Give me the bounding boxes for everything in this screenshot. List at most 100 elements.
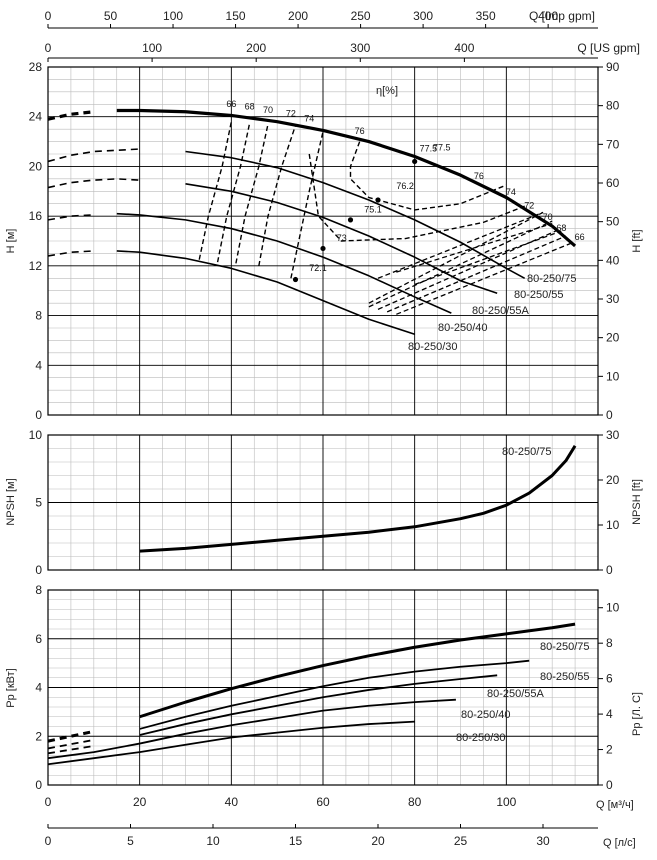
- imp-tick-label: 50: [104, 9, 118, 23]
- y-tick-label: 5: [35, 496, 42, 510]
- ls-tick-label: 20: [371, 834, 385, 848]
- pp-axis-label: Pp [кВт]: [5, 668, 17, 707]
- efficiency-label: 70: [263, 105, 273, 115]
- power-curve-dashed: [47, 729, 95, 743]
- power-curve: [47, 698, 456, 760]
- head-curve-label: 80-250/75: [527, 273, 577, 285]
- y-right-tick-label: 30: [606, 428, 620, 442]
- us-tick-label: 200: [246, 41, 266, 55]
- y-right-tick-label: 20: [606, 331, 620, 345]
- ls-tick-label: 5: [127, 834, 134, 848]
- power-curve-label: 80-250/75: [540, 641, 590, 653]
- y-right-tick-label: 20: [606, 473, 620, 487]
- head-curve-dashed: [47, 110, 95, 121]
- head-curve: [116, 108, 577, 248]
- y-right-tick-label: 0: [606, 408, 613, 422]
- y-tick-label: 28: [29, 60, 43, 74]
- npsh-axis-label: NPSH [м]: [5, 478, 17, 525]
- us-tick-label: 100: [142, 41, 162, 55]
- top-axis-imp-gpm: Q [Imp gpm] 0 50 100 150 200 250 300 350 400: [45, 9, 598, 29]
- x-tick-label: 60: [316, 795, 330, 809]
- y-right-tick-label: 10: [606, 601, 620, 615]
- efficiency-isoline: [308, 153, 525, 242]
- y-tick-label: 4: [35, 681, 42, 695]
- ls-tick-label: 10: [206, 834, 220, 848]
- y-tick-label: 2: [35, 729, 42, 743]
- y-tick-label: 20: [29, 159, 43, 173]
- efficiency-label: 74: [304, 114, 314, 124]
- power-curve: [139, 659, 530, 730]
- power-curve-label: 80-250/40: [461, 709, 511, 721]
- y-right-tick-label: 90: [606, 60, 620, 74]
- operating-point: [347, 217, 354, 223]
- x-tick-label: 100: [496, 795, 516, 809]
- y-tick-label: 0: [35, 778, 42, 792]
- operating-point-label: 73: [337, 233, 347, 243]
- x-tick-label: 0: [45, 795, 52, 809]
- npsh-ft-axis-label: NPSH [ft]: [631, 479, 643, 525]
- y-right-tick-label: 60: [606, 176, 620, 190]
- efficiency-isoline: [414, 230, 562, 286]
- y-right-tick-label: 30: [606, 292, 620, 306]
- bottom-axis-ls: 0 5 10 15 20 25 30: [45, 824, 598, 848]
- efficiency-label: 68: [245, 101, 255, 111]
- q-m3h-label: Q [м³/ч]: [596, 799, 634, 811]
- pr-axis-label: Pр [Л. С]: [631, 692, 643, 736]
- efficiency-isoline: [386, 235, 567, 313]
- efficiency-label: 72: [524, 201, 534, 211]
- ls-tick-label: 0: [45, 834, 52, 848]
- y-tick-label: 24: [29, 110, 43, 124]
- y-right-tick-label: 70: [606, 137, 620, 151]
- imp-tick-label: 300: [413, 9, 433, 23]
- efficiency-label: 77.5: [420, 144, 438, 154]
- npsh-curve-label: 80-250/75: [502, 446, 552, 458]
- efficiency-label: 72: [286, 109, 296, 119]
- efficiency-isoline: [377, 227, 562, 310]
- h-ft-axis-label: H [ft]: [631, 229, 643, 252]
- y-right-tick-label: 8: [606, 636, 613, 650]
- efficiency-isoline: [396, 222, 553, 273]
- efficiency-isoline: [368, 211, 544, 304]
- efficiency-label: 68: [556, 223, 566, 233]
- plot-frame: [47, 434, 599, 571]
- efficiency-isoline: [368, 220, 553, 308]
- us-tick-label: 300: [350, 41, 370, 55]
- power-curve-label: 80-250/30: [456, 732, 506, 744]
- y-right-tick-label: 2: [606, 743, 613, 757]
- efficiency-label: 76: [355, 126, 365, 136]
- y-right-tick-label: 10: [606, 369, 620, 383]
- efficiency-label: 66: [575, 232, 585, 242]
- power-curve: [139, 622, 576, 719]
- y-tick-label: 6: [35, 632, 42, 646]
- efficiency-isoline: [258, 125, 297, 266]
- efficiency-isoline: [216, 122, 251, 263]
- y-right-tick-label: 10: [606, 518, 620, 532]
- operating-point: [292, 276, 299, 283]
- y-right-tick-label: 0: [606, 563, 613, 577]
- efficiency-label: 66: [226, 99, 236, 109]
- operating-point: [412, 158, 418, 165]
- y-tick-label: 10: [29, 428, 43, 442]
- head-curve-dashed: [47, 178, 140, 189]
- npsh-panel: 0 5 10 0 10 20 30: [29, 428, 620, 577]
- us-tick-label: 0: [45, 41, 52, 55]
- top-axis-imp-label: Q [Imp gpm]: [529, 9, 595, 23]
- efficiency-isoline: [290, 131, 324, 279]
- eta-label: η[%]: [376, 85, 398, 97]
- imp-tick-label: 0: [45, 9, 52, 23]
- y-right-tick-label: 4: [606, 707, 613, 721]
- imp-tick-label: 400: [538, 9, 558, 23]
- y-tick-label: 12: [29, 259, 43, 273]
- y-tick-label: 0: [35, 563, 42, 577]
- operating-point-label: 72.1: [309, 263, 327, 273]
- y-right-tick-label: 50: [606, 215, 620, 229]
- y-tick-label: 4: [35, 358, 42, 372]
- y-right-tick-label: 6: [606, 672, 613, 686]
- imp-tick-label: 150: [226, 9, 246, 23]
- ls-tick-label: 30: [536, 834, 550, 848]
- plot-frame: [47, 589, 599, 786]
- head-curve-label: 80-250/40: [438, 322, 488, 334]
- operating-point-label: 76.2: [396, 181, 414, 191]
